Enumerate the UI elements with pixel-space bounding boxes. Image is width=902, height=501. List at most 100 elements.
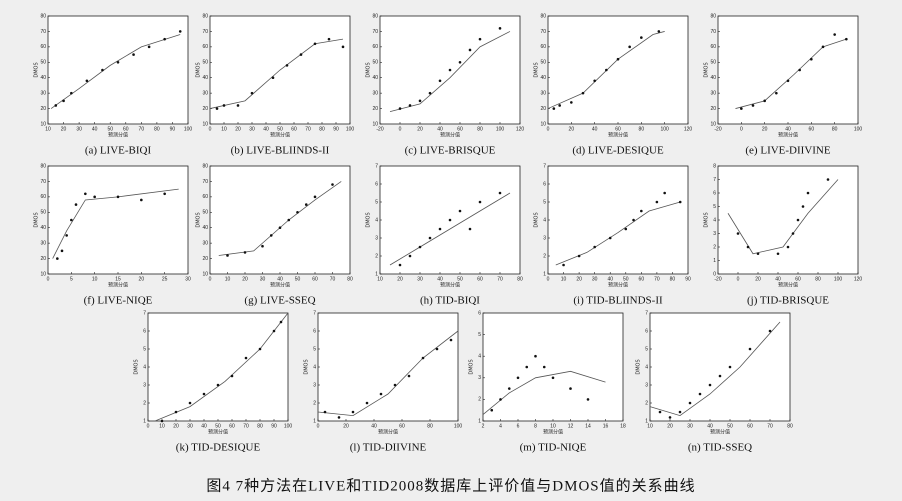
panel: 0 20 40 60 80 100 120 10 20 30 40 50 60 70 80 预测分值 DMOS (… [534,13,693,156]
point [188,401,192,405]
point [85,79,89,83]
point [570,101,573,104]
y-tick-label: 1 [543,271,546,277]
point [751,104,755,107]
y-tick-label: 80 [540,13,546,19]
point [365,401,369,405]
plot-area [649,312,791,422]
point [84,192,87,196]
x-tick-label: 90 [170,126,176,132]
x-axis-label: 预测分值 [440,282,460,289]
y-tick-label: 10 [202,121,208,127]
point [62,99,65,103]
y-tick-label: 1 [313,418,316,424]
x-tick-label: 10 [647,423,653,429]
x-tick-label: 10 [377,276,383,282]
y-tick-label: 50 [710,60,716,66]
plot-area [482,312,624,422]
fit-curve [154,312,289,422]
x-tick-label: 90 [271,423,277,429]
x-tick-label: 80 [347,276,353,282]
x-tick-label: 60 [795,276,801,282]
x-tick-label: 10 [92,276,98,282]
point [640,36,643,39]
y-tick-label: 2 [375,253,378,259]
x-axis-label: 预测分值 [440,132,460,139]
point [101,68,104,72]
point [657,30,661,33]
y-tick-label: 6 [375,181,378,187]
point [140,198,143,202]
y-tick-label: 40 [40,225,46,231]
point [285,64,289,67]
point [756,252,760,256]
y-tick-label: 7 [645,310,648,316]
x-axis-label: 预测分值 [378,429,398,436]
point [222,104,226,107]
y-tick-label: 1 [375,271,378,277]
y-tick-label: 3 [478,375,481,381]
y-tick-label: 10 [710,121,716,127]
panel: 0 10 20 30 40 50 60 70 80 90 1001020304050607080预测… [196,13,355,156]
point [718,374,722,378]
point [116,60,120,64]
x-axis-label: 预测分值 [608,132,628,139]
point [507,387,511,390]
panel-caption: (g) LIVE-SSEQ [244,295,315,307]
point [605,68,608,72]
point [56,257,59,260]
panel-caption: (e) LIVE-DIIVINE [745,145,830,157]
x-tick-label: 60 [399,423,405,429]
y-tick-label: 60 [372,44,378,50]
point [341,45,345,49]
point [70,218,73,222]
y-tick-label: 20 [710,106,716,112]
point [498,191,502,195]
y-tick-label: 3 [713,231,716,237]
x-tick-label: 0 [740,126,743,132]
point [438,227,442,231]
x-tick-label: 70 [654,276,660,282]
x-tick-label: 80 [517,276,523,282]
y-tick-label: 4 [143,364,146,370]
y-tick-label: 70 [372,29,378,35]
x-axis-label: 预测分值 [778,132,798,139]
y-axis-label: DMOS [636,359,642,374]
point [93,195,96,199]
fit-curve [555,201,681,266]
x-tick-label: 0 [737,276,740,282]
point [174,410,178,414]
point [458,60,462,64]
y-tick-label: 6 [143,328,146,334]
x-tick-label: -20 [714,276,721,282]
y-tick-label: 70 [40,29,46,35]
x-tick-label: 30 [185,276,191,282]
x-tick-label: 40 [607,276,613,282]
y-tick-label: 70 [202,179,208,185]
y-tick-label: 10 [202,271,208,277]
x-tick-label: 80 [477,126,483,132]
point [791,232,795,235]
point [478,37,482,41]
x-tick-label: 0 [547,276,550,282]
point [279,320,283,324]
y-tick-label: 3 [313,382,316,388]
x-tick-label: 20 [61,126,67,132]
point [577,254,581,258]
y-tick-label: 30 [372,90,378,96]
panel-caption: (c) LIVE-BRISQUE [405,145,496,157]
y-tick-label: 70 [202,29,208,35]
x-tick-label: 70 [305,126,311,132]
fit-curve [209,38,344,109]
x-tick-label: 20 [569,126,575,132]
y-tick-label: 60 [202,194,208,200]
y-tick-label: 40 [540,75,546,81]
point [628,45,631,49]
x-tick-label: 80 [639,126,645,132]
y-tick-label: 2 [713,244,716,250]
point [708,383,712,387]
panel-caption: (l) TID-DIIVINE [350,442,427,454]
y-tick-label: 30 [202,90,208,96]
x-tick-label: 40 [437,276,443,282]
